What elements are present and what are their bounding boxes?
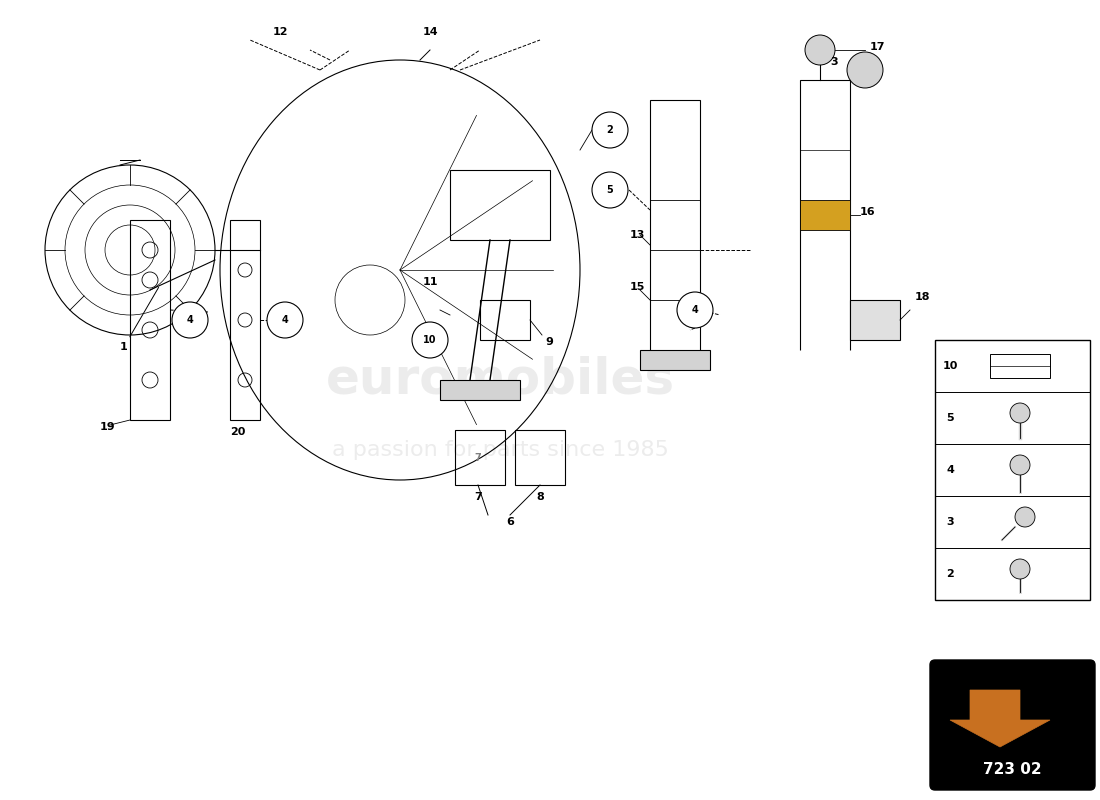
Text: 4: 4 [946,465,954,475]
Text: 15: 15 [630,282,646,292]
Text: 10: 10 [943,361,958,371]
Circle shape [676,292,713,328]
Text: 723 02: 723 02 [983,762,1042,778]
Polygon shape [800,200,850,230]
Text: 17: 17 [870,42,886,52]
Circle shape [412,322,448,358]
Text: euromobiles: euromobiles [326,356,674,404]
Text: 12: 12 [273,27,288,37]
Text: 7: 7 [474,453,482,463]
Text: 20: 20 [230,427,245,437]
Circle shape [592,172,628,208]
Text: 8: 8 [536,492,543,502]
Text: 6: 6 [506,517,514,527]
Circle shape [847,52,883,88]
Text: 3: 3 [946,517,954,527]
Polygon shape [640,350,710,370]
Polygon shape [440,380,520,400]
Text: 4: 4 [282,315,288,325]
Text: 11: 11 [422,277,438,287]
Circle shape [267,302,303,338]
Polygon shape [850,300,900,340]
Circle shape [172,302,208,338]
Text: 5: 5 [946,413,954,423]
Text: a passion for parts since 1985: a passion for parts since 1985 [331,440,669,460]
Text: 10: 10 [424,335,437,345]
Text: 4: 4 [692,305,698,315]
Text: 14: 14 [422,27,438,37]
Text: 2: 2 [946,569,954,579]
Text: 7: 7 [474,492,482,502]
Circle shape [805,35,835,65]
Text: 9: 9 [544,337,553,347]
Polygon shape [950,690,1050,747]
Text: 1: 1 [120,287,158,352]
Text: 13: 13 [630,230,646,240]
Text: 18: 18 [915,292,931,302]
Text: 19: 19 [100,422,116,432]
Text: 2: 2 [606,125,614,135]
Text: 3: 3 [830,57,837,67]
FancyBboxPatch shape [930,660,1094,790]
Circle shape [1010,455,1030,475]
Text: 4: 4 [187,315,194,325]
Circle shape [1010,559,1030,579]
Text: 5: 5 [606,185,614,195]
Circle shape [1010,403,1030,423]
Text: 16: 16 [860,207,876,217]
Circle shape [1015,507,1035,527]
Circle shape [592,112,628,148]
